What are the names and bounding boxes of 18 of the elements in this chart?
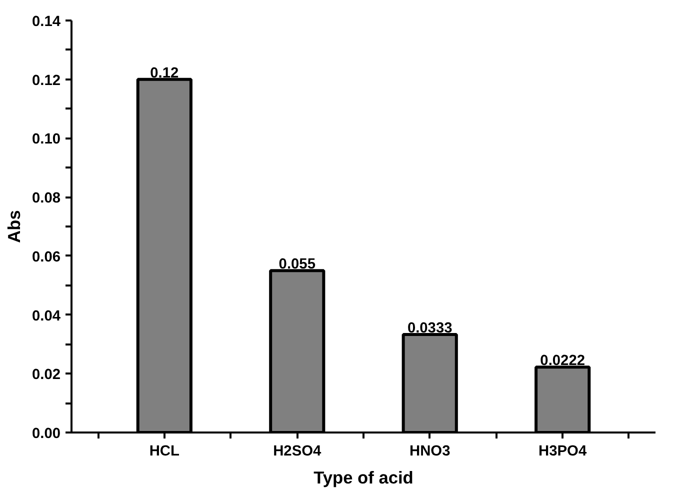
- y-tick-label: 0.06: [32, 249, 61, 266]
- y-tick-label: 0.08: [32, 190, 61, 207]
- x-tick-label: H3PO4: [538, 444, 588, 460]
- y-tick-label: 0.00: [32, 426, 61, 442]
- x-tick-label: HCL: [149, 444, 180, 460]
- x-axis-title: Type of acid: [314, 468, 414, 488]
- y-tick-label: 0.10: [32, 132, 61, 148]
- y-tick-label: 0.12: [32, 72, 61, 89]
- x-tick-label: H2SO4: [273, 444, 322, 460]
- y-tick-label: 0.04: [32, 308, 62, 324]
- data-label: 0.055: [278, 256, 316, 273]
- x-tick-label: HNO3: [410, 444, 450, 460]
- y-axis-title: Abs: [4, 210, 24, 243]
- data-label: 0.0222: [540, 353, 586, 370]
- data-label: 0.0333: [407, 320, 452, 337]
- y-tick-label: 0.02: [32, 367, 61, 384]
- data-label: 0.12: [150, 65, 179, 82]
- y-tick-label: 0.14: [32, 14, 62, 30]
